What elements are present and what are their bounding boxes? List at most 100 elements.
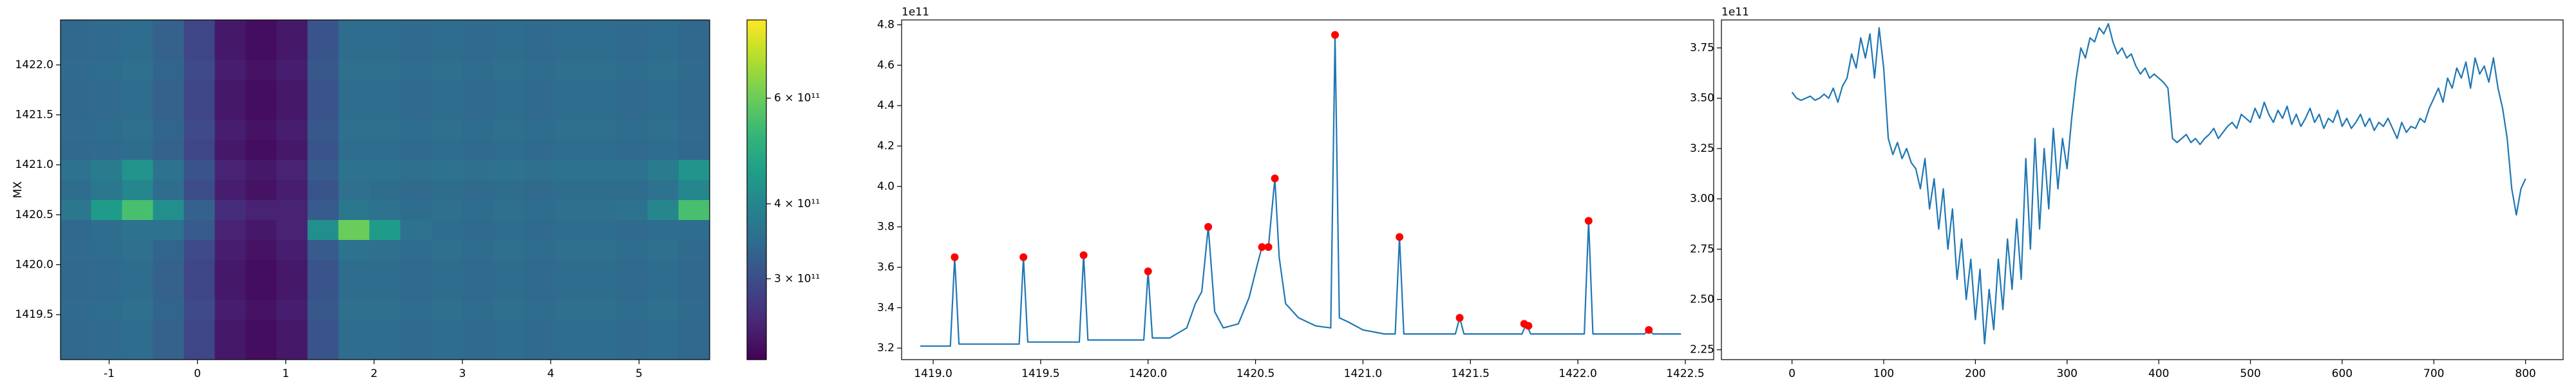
heatmap-cell	[338, 79, 370, 100]
heatmap-cell	[431, 279, 463, 300]
heatmap-cell	[153, 39, 185, 60]
heatmap-cell	[214, 99, 247, 120]
heatmap-cell	[678, 19, 710, 41]
heatmap-cell	[524, 339, 556, 360]
heatmap-cell	[369, 219, 401, 240]
heatmap-cell	[307, 319, 339, 340]
heatmap-cell	[60, 140, 92, 160]
heatmap-cell	[276, 239, 308, 261]
heatmap-cell	[153, 199, 185, 220]
heatmap-cell	[307, 79, 339, 100]
heatmap-cell	[276, 339, 308, 360]
heatmap-cell	[493, 199, 525, 220]
heatmap-cell	[431, 299, 463, 320]
heatmap-cell	[153, 279, 185, 300]
heatmap-cell	[524, 119, 556, 140]
heatmap-cell	[307, 99, 339, 120]
heatmap-cell	[400, 299, 432, 320]
x-tick-label: 1421.5	[1452, 367, 1490, 380]
heatmap-cell	[400, 140, 432, 160]
heatmap-cell	[431, 199, 463, 220]
heatmap-cell	[60, 299, 92, 320]
heatmap-cell	[616, 39, 649, 60]
heatmap-cell	[585, 299, 618, 320]
heatmap-cell	[214, 39, 247, 60]
y-tick-label: 1419.5	[15, 308, 53, 321]
heatmap-cell	[153, 239, 185, 261]
y-tick-label: 1421.5	[15, 109, 53, 122]
heatmap-cell	[524, 140, 556, 160]
heatmap-cell	[493, 99, 525, 120]
heatmap-cell	[184, 219, 216, 240]
heatmap-cell	[462, 39, 494, 60]
heatmap-cell	[524, 160, 556, 180]
heatmap-cell	[214, 79, 247, 100]
heatmap-cell	[616, 259, 649, 280]
heatmap-cell	[369, 99, 401, 120]
x-tick-label: 0	[1788, 367, 1795, 380]
heatmap-cell	[184, 179, 216, 200]
heatmap-cell	[678, 59, 710, 80]
x-tick-label: 1422.0	[1558, 367, 1596, 380]
heatmap-cell	[153, 339, 185, 360]
heatmap-cell	[369, 119, 401, 140]
heatmap-cell	[462, 279, 494, 300]
y-tick-label: 1422.0	[15, 59, 53, 71]
heatmap-cell	[554, 179, 587, 200]
heatmap-cell	[153, 319, 185, 340]
heatmap-cell	[369, 79, 401, 100]
x-tick-label: 1419.0	[914, 367, 952, 380]
heatmap-cell	[276, 219, 308, 240]
heatmap-cell	[122, 259, 154, 280]
heatmap-cell	[60, 199, 92, 220]
heatmap-cell	[431, 219, 463, 240]
heatmap-cell	[276, 279, 308, 300]
peak-marker	[1079, 251, 1088, 259]
heatmap-cell	[276, 199, 308, 220]
heatmap-cell	[122, 199, 154, 220]
x-tick-label: 2	[370, 367, 377, 380]
heatmap-cell	[524, 19, 556, 41]
heatmap-cell	[400, 160, 432, 180]
heatmap-cell	[276, 140, 308, 160]
heatmap-cell	[524, 179, 556, 200]
heatmap-cell	[369, 259, 401, 280]
heatmap-cell	[462, 19, 494, 41]
heatmap-cell	[338, 219, 370, 240]
heatmap-cell	[369, 339, 401, 360]
heatmap-cell	[493, 319, 525, 340]
heatmap-cell	[647, 119, 679, 140]
heatmap-cell	[400, 79, 432, 100]
y-tick-label: 1420.0	[15, 258, 53, 271]
heatmap-cell	[369, 179, 401, 200]
heatmap-cell	[616, 59, 649, 80]
y-tick-label: 4.4	[877, 99, 895, 112]
heatmap-cell	[122, 19, 154, 41]
heatmap-cell	[431, 99, 463, 120]
heatmap-cell	[462, 160, 494, 180]
heatmap-cell	[369, 299, 401, 320]
heatmap-cell	[369, 319, 401, 340]
heatmap-cell	[91, 160, 123, 180]
y-tick-label: 3.50	[1690, 92, 1714, 105]
heatmap-cell	[60, 239, 92, 261]
heatmap-cell	[431, 119, 463, 140]
heatmap-cell	[307, 39, 339, 60]
heatmap-cell	[276, 99, 308, 120]
x-tick-label: 300	[2057, 367, 2078, 380]
heatmap-cell	[493, 339, 525, 360]
heatmap-cell	[554, 259, 587, 280]
heatmap-cell	[60, 79, 92, 100]
heatmap-cell	[276, 179, 308, 200]
heatmap-cell	[338, 19, 370, 41]
heatmap-cell	[524, 219, 556, 240]
heatmap-cell	[153, 219, 185, 240]
heatmap-cell	[245, 259, 278, 280]
heatmap-cell	[91, 199, 123, 220]
y-tick-label: 4.6	[877, 59, 895, 71]
heatmap-cell	[462, 140, 494, 160]
heatmap-cell	[493, 119, 525, 140]
heatmap-cell	[647, 99, 679, 120]
heatmap-cell	[276, 259, 308, 280]
